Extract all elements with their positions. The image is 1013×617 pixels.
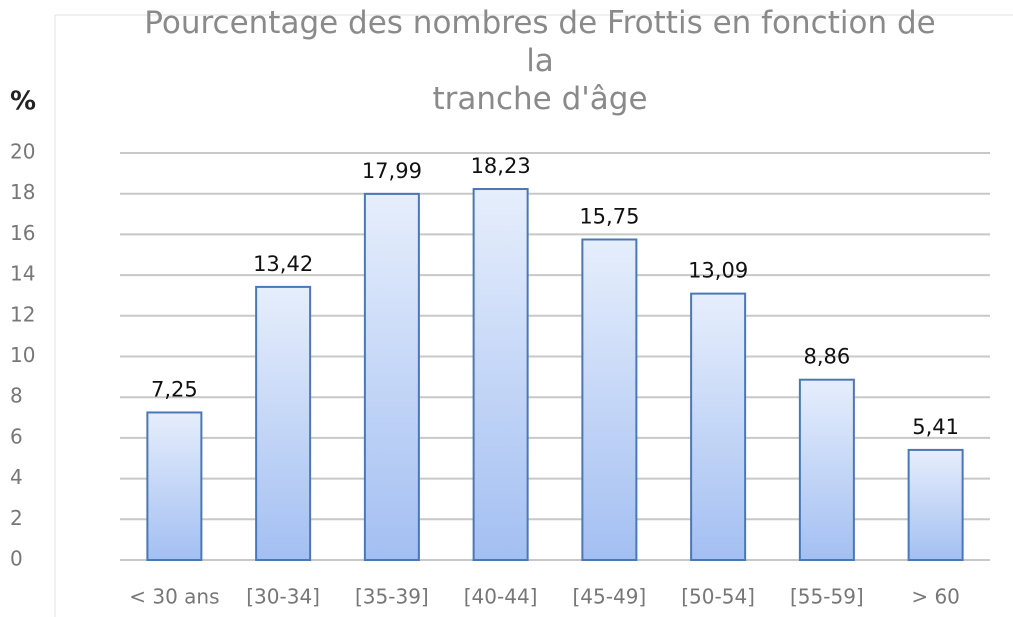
y-tick-label: 12 <box>10 302 35 326</box>
data-label: 18,23 <box>471 154 531 178</box>
x-tick-label: > 60 <box>911 585 960 609</box>
chart-title: Pourcentage des nombres de Frottis en fo… <box>144 5 936 117</box>
y-tick-label: 18 <box>10 180 35 204</box>
y-tick-label: 20 <box>10 140 35 164</box>
x-tick-label: < 30 ans <box>129 585 219 609</box>
y-tick-label: 8 <box>10 384 23 408</box>
y-axis-label: % <box>10 87 36 117</box>
bar <box>146 411 203 561</box>
y-tick-label: 16 <box>10 221 35 245</box>
y-tick-label: 0 <box>10 547 23 571</box>
x-tick-label: [55-59] <box>790 585 864 609</box>
data-label: 5,41 <box>912 415 959 439</box>
data-label: 7,25 <box>151 377 198 401</box>
bar <box>255 285 312 561</box>
bar <box>472 188 529 561</box>
data-label: 17,99 <box>362 159 422 183</box>
y-tick-label: 2 <box>10 506 23 530</box>
bar <box>798 378 855 561</box>
bar <box>363 192 420 561</box>
data-label: 13,42 <box>253 252 313 276</box>
x-tick-label: [35-39] <box>355 585 429 609</box>
x-tick-label: [50-54] <box>681 585 755 609</box>
x-tick-label: [45-49] <box>573 585 647 609</box>
data-label: 8,86 <box>803 345 850 369</box>
y-tick-label: 14 <box>10 262 35 286</box>
y-tick-label: 6 <box>10 424 23 448</box>
bar <box>581 238 638 562</box>
x-tick-label: [30-34] <box>246 585 320 609</box>
data-label: 13,09 <box>688 259 748 283</box>
y-tick-label: 4 <box>10 465 23 489</box>
bar <box>690 292 747 561</box>
x-tick-label: [40-44] <box>464 585 538 609</box>
y-tick-label: 10 <box>10 343 35 367</box>
bar <box>907 448 964 561</box>
data-label: 15,75 <box>579 204 639 228</box>
